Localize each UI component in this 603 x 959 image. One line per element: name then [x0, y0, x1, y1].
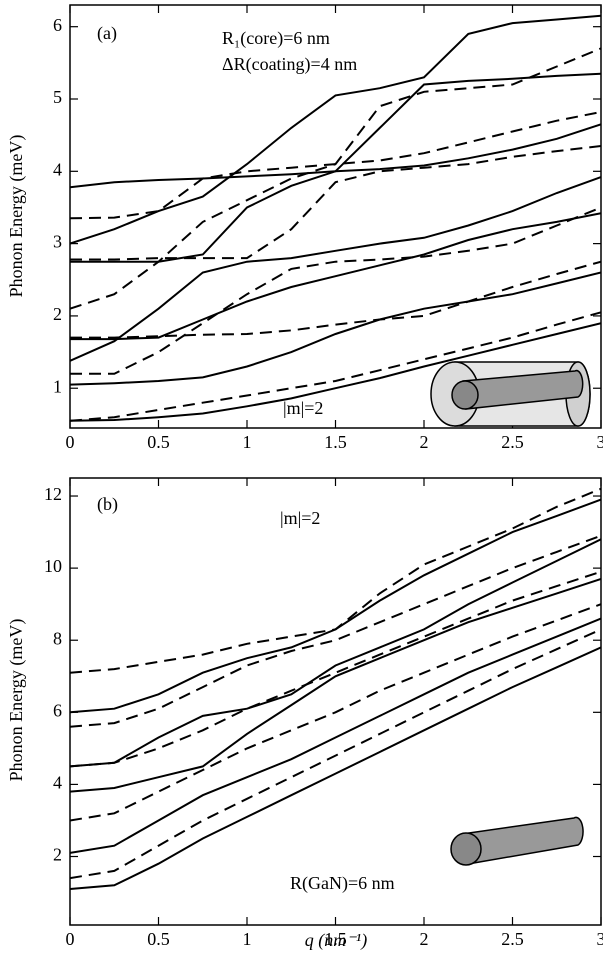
y-axis-label: Phonon Energy (meV)	[6, 135, 27, 298]
x-tick-label: 3	[597, 929, 603, 949]
annotation: |m|=2	[283, 398, 323, 418]
cylinder-icon-a	[430, 361, 591, 427]
x-tick-label: 0	[66, 432, 75, 452]
curve	[70, 212, 601, 341]
x-tick-label: 1.5	[324, 929, 347, 949]
plot-frame	[69, 477, 602, 926]
curve	[70, 603, 601, 822]
cylinder-icon-b	[450, 816, 584, 866]
curve	[70, 617, 601, 854]
y-tick-label: 4	[53, 773, 62, 793]
x-axis-label: q (nm⁻¹)	[305, 930, 367, 951]
x-tick-label: 0.5	[147, 432, 170, 452]
annotation: R(GaN)=6 nm	[290, 873, 395, 894]
y-tick-label: 10	[44, 556, 62, 576]
plot-frame	[69, 4, 602, 429]
y-tick-label: 2	[53, 304, 62, 324]
x-tick-label: 1.5	[324, 432, 347, 452]
y-tick-label: 1	[53, 376, 62, 396]
panel-label: (b)	[97, 494, 118, 515]
curve	[70, 311, 601, 422]
curve	[70, 487, 601, 674]
curve	[70, 577, 601, 793]
x-tick-label: 1	[243, 432, 252, 452]
x-tick-label: 0.5	[147, 929, 170, 949]
x-tick-label: 2.5	[501, 929, 524, 949]
x-tick-label: 2	[420, 929, 429, 949]
annotation: ΔR(coating)=4 nm	[222, 54, 357, 75]
curve	[70, 72, 601, 263]
x-tick-label: 1	[243, 929, 252, 949]
y-tick-label: 5	[53, 87, 62, 107]
curve	[70, 538, 601, 768]
y-axis-label: Phonon Energy (meV)	[6, 619, 27, 782]
x-tick-label: 0	[66, 929, 75, 949]
x-tick-label: 2.5	[501, 432, 524, 452]
curve	[70, 14, 601, 245]
y-tick-label: 6	[53, 15, 62, 35]
curve	[70, 646, 601, 890]
curve	[70, 47, 601, 310]
curve	[70, 206, 601, 375]
curve	[70, 145, 601, 261]
y-tick-label: 6	[53, 700, 62, 720]
y-tick-label: 4	[53, 159, 62, 179]
x-tick-label: 2	[420, 432, 429, 452]
curve	[70, 176, 601, 362]
curve	[70, 498, 601, 714]
curve	[70, 271, 601, 386]
x-tick-label: 3	[597, 432, 603, 452]
y-tick-label: 12	[44, 484, 62, 504]
y-tick-label: 3	[53, 232, 62, 252]
curve	[70, 260, 601, 339]
annotation: |m|=2	[280, 508, 320, 528]
curve	[70, 628, 601, 880]
panel-label: (a)	[97, 23, 117, 44]
annotation: R₁(core)=6 nm	[222, 28, 330, 49]
y-tick-label: 2	[53, 845, 62, 865]
curve	[70, 322, 601, 422]
y-tick-label: 8	[53, 628, 62, 648]
